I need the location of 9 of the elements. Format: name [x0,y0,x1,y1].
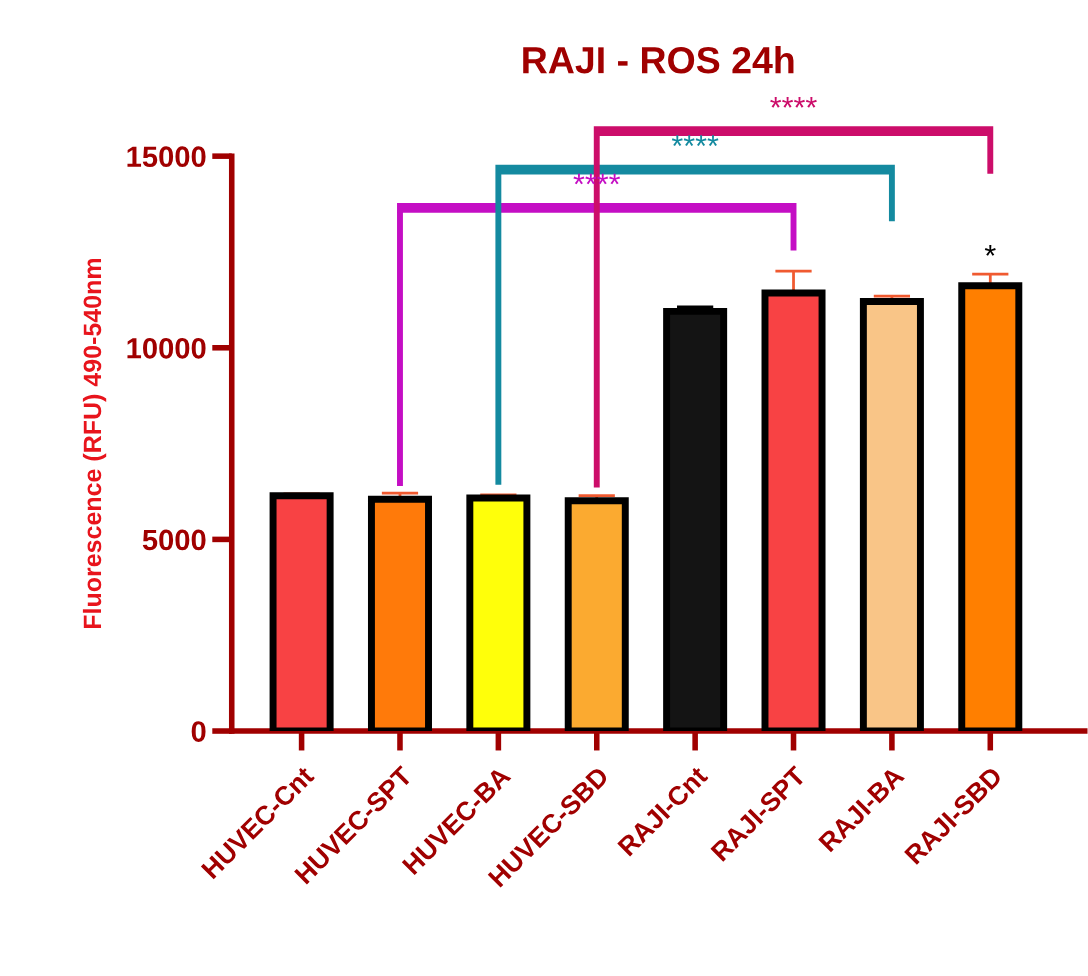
y-axis-title: Fluorescence (RFU) 490-540nm [82,258,107,629]
annotation: * [984,245,996,256]
text: **** [671,135,719,147]
chart-title: RAJI - ROS 24h [523,45,794,74]
y-tick-label: 10000 [127,337,206,359]
y-tick-label: 15000 [127,146,206,168]
y-tick-label: 0 [191,721,206,742]
y-tick-label: 5000 [142,529,206,551]
text: **** [770,96,817,108]
